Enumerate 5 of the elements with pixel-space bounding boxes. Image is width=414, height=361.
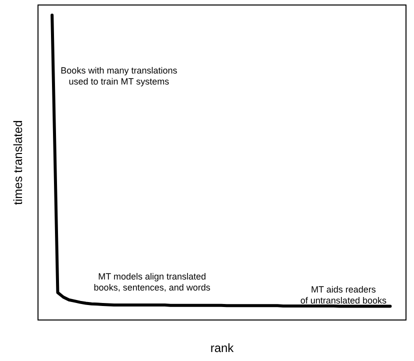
annotation: MT models align translated books, sentences, and words — [94, 272, 211, 293]
x-axis-title: rank — [210, 341, 235, 355]
y-axis-title: times translated — [11, 120, 25, 205]
annotation: Books with many translations used to train MT systems — [60, 65, 178, 86]
annotation: MT aids readers of untranslated books — [300, 284, 387, 306]
